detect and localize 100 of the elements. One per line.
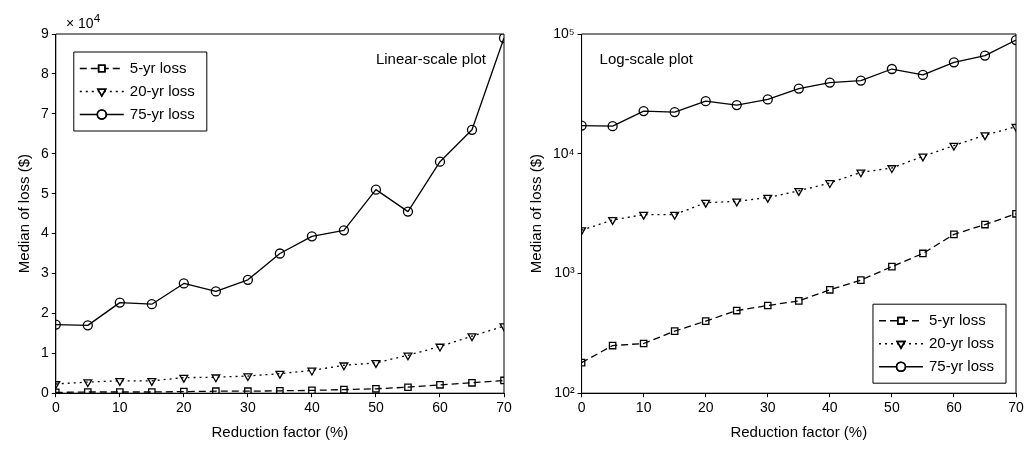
point — [608, 341, 617, 350]
x-tick-label: 30 — [759, 399, 776, 416]
point — [981, 220, 989, 229]
point — [371, 359, 381, 369]
point — [949, 142, 959, 151]
legend-label: 5-yr loss — [928, 310, 986, 328]
point — [670, 211, 680, 220]
point — [731, 99, 742, 111]
point — [180, 387, 188, 394]
point — [794, 187, 804, 196]
point — [700, 95, 711, 107]
point — [402, 206, 414, 217]
point — [147, 377, 157, 386]
y-tick-label: 6 — [40, 144, 49, 161]
point — [339, 362, 349, 371]
point — [886, 63, 898, 75]
point — [178, 278, 189, 289]
point — [275, 370, 285, 379]
x-tick-label: 20 — [176, 399, 192, 416]
point — [793, 83, 804, 94]
point — [211, 374, 221, 383]
point — [763, 301, 772, 310]
point — [639, 211, 649, 220]
x-tick-label: 60 — [432, 399, 448, 416]
point — [856, 169, 866, 178]
point — [436, 380, 444, 389]
point — [404, 383, 412, 392]
point — [276, 386, 284, 394]
point — [467, 333, 477, 342]
y-tick-label: 10⁵ — [553, 24, 575, 41]
point — [308, 386, 316, 394]
y-tick-label: 1 — [40, 344, 49, 361]
y-tick-label: 0 — [40, 384, 49, 401]
point — [307, 367, 317, 376]
point — [372, 384, 380, 393]
x-tick-label: 20 — [697, 399, 714, 416]
point — [825, 180, 835, 189]
point — [83, 379, 93, 388]
annotation: Log-scale plot — [599, 49, 694, 67]
x-tick-label: 10 — [635, 399, 652, 416]
point — [340, 385, 348, 394]
x-tick-label: 60 — [946, 399, 962, 416]
point — [888, 262, 896, 271]
point — [242, 274, 254, 285]
x-tick-label: 40 — [304, 399, 320, 416]
point — [948, 57, 960, 68]
y-tick-label: 2 — [40, 304, 49, 321]
point — [274, 248, 286, 259]
x-tick-label: 0 — [577, 399, 586, 416]
legend-label: 5-yr loss — [129, 58, 187, 76]
point — [435, 343, 445, 352]
point — [210, 286, 222, 297]
x-tick-label: 70 — [1008, 399, 1024, 416]
text: × 10$^{4}$ — [66, 10, 101, 31]
x-axis-title: Reduction factor (%) — [730, 423, 868, 441]
y-axis-title: Median of loss ($) — [15, 153, 33, 274]
x-tick-label: 10 — [112, 399, 128, 416]
x-tick-label: 70 — [496, 399, 512, 416]
point — [701, 199, 711, 208]
point — [338, 225, 350, 236]
point — [148, 388, 156, 394]
point — [82, 320, 93, 331]
legend-label: 20-yr loss — [129, 81, 195, 99]
y-tick-label: 3 — [40, 264, 49, 281]
x-axis-title: Reduction factor (%) — [211, 423, 349, 441]
point — [403, 352, 413, 361]
point — [244, 387, 252, 394]
point — [979, 50, 991, 61]
point — [434, 156, 446, 167]
point — [639, 339, 648, 348]
point — [887, 165, 897, 174]
x-tick-label: 50 — [884, 399, 900, 416]
y-tick-label: 9 — [40, 24, 49, 41]
point — [638, 105, 649, 117]
point — [608, 217, 618, 226]
point — [670, 327, 679, 335]
point — [607, 120, 618, 132]
point — [855, 75, 866, 86]
y-tick-label: 10⁴ — [552, 144, 575, 161]
point — [794, 297, 803, 305]
point — [919, 249, 927, 258]
point — [701, 317, 710, 325]
point — [306, 231, 318, 242]
legend-label: 75-yr loss — [928, 356, 995, 374]
y-tick-label: 10³ — [554, 264, 575, 281]
point — [917, 69, 929, 81]
point — [732, 306, 741, 315]
y-tick-label: 5 — [40, 184, 49, 201]
point — [918, 153, 928, 162]
y-tick-label: 8 — [40, 64, 49, 81]
point — [762, 94, 773, 105]
point — [243, 373, 253, 382]
point — [824, 77, 835, 88]
x-tick-label: 30 — [240, 399, 256, 416]
point — [179, 374, 189, 383]
point — [468, 378, 476, 387]
point — [466, 124, 478, 135]
point — [763, 194, 773, 203]
point — [857, 276, 865, 284]
y-tick-label: 7 — [40, 104, 49, 121]
